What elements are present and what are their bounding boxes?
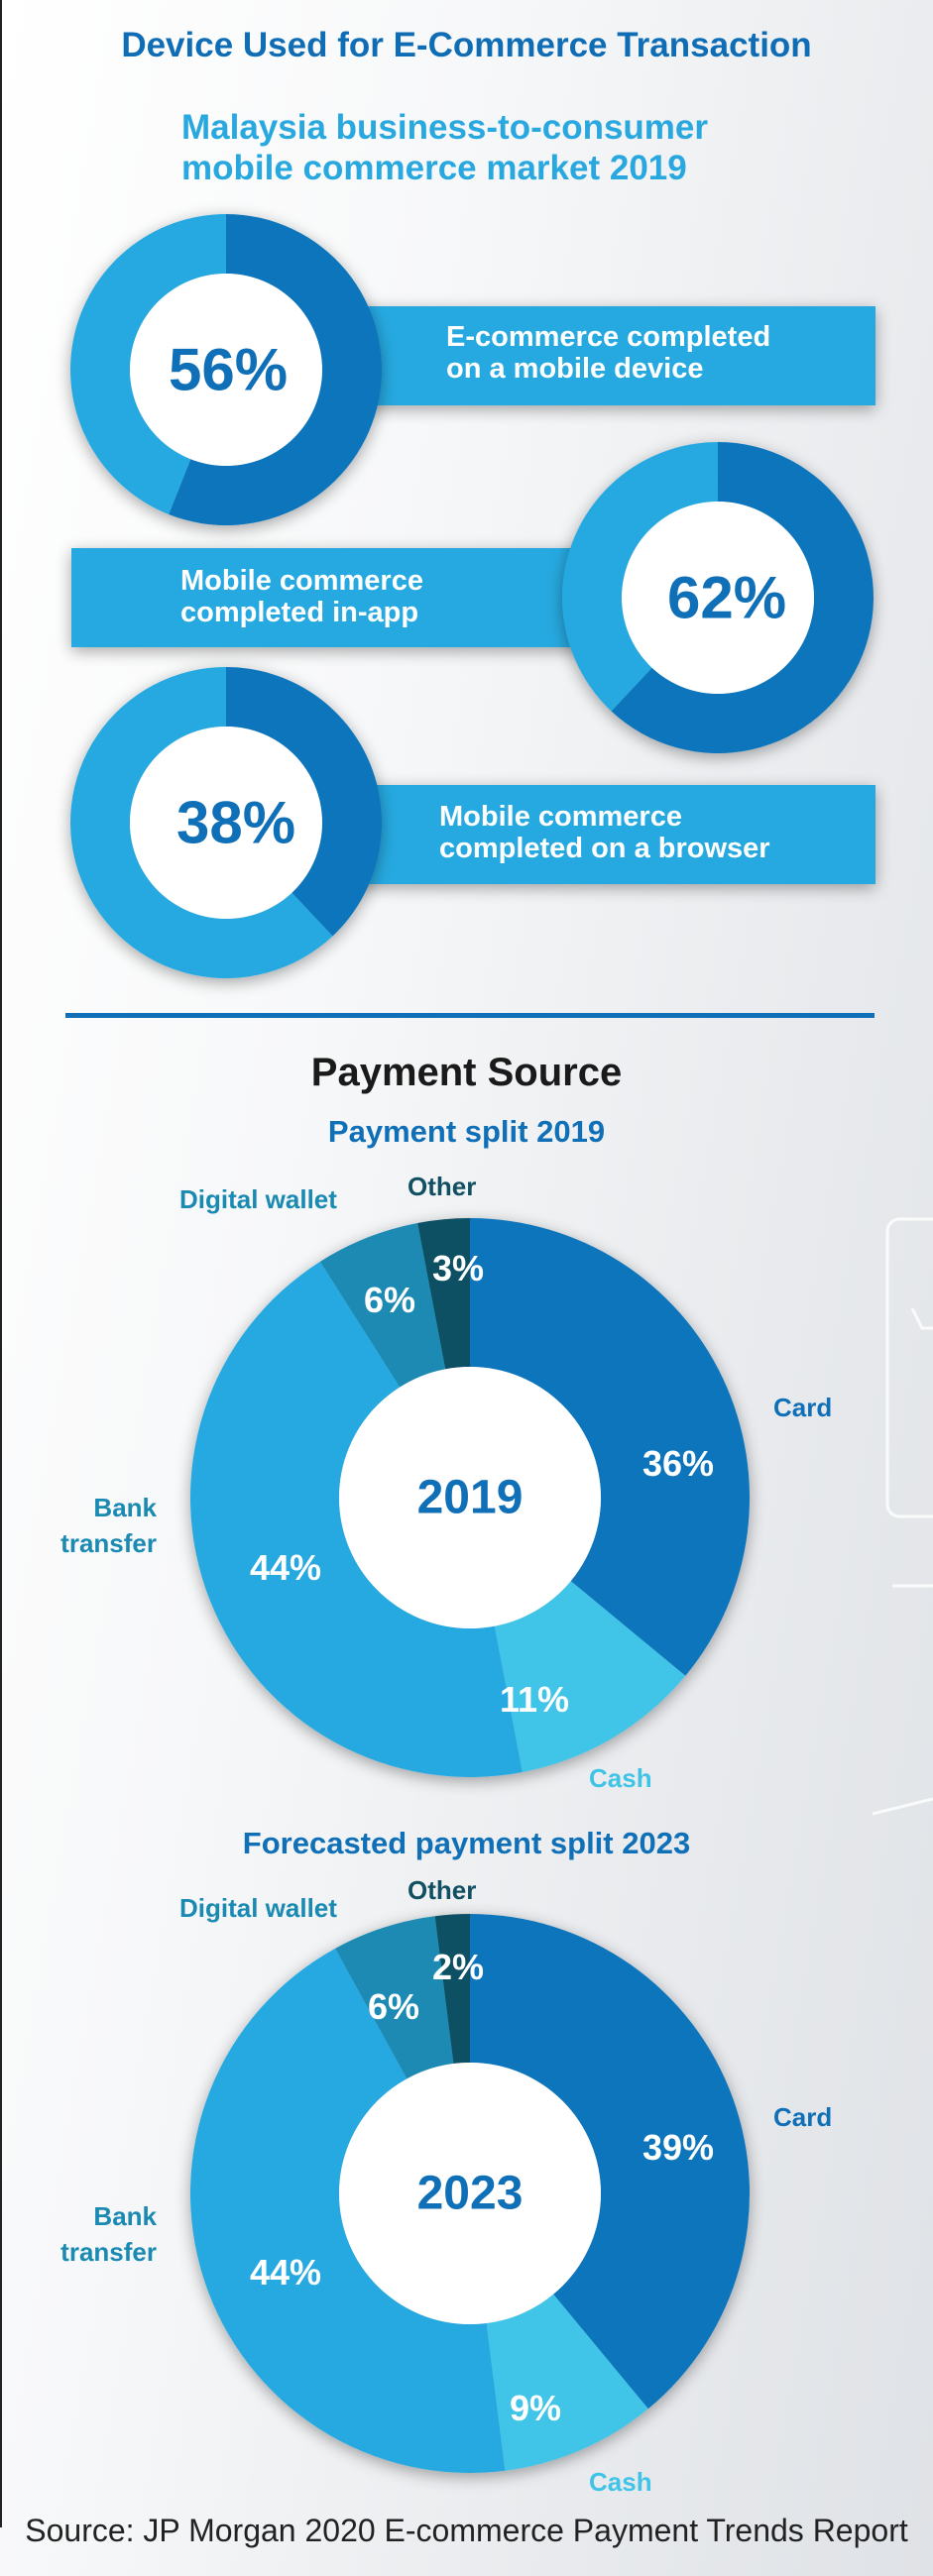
donut-hole bbox=[130, 274, 322, 466]
donut-hole bbox=[622, 502, 814, 694]
stat-label-line: Mobile commerce bbox=[439, 801, 682, 833]
donut-segment-value bbox=[611, 442, 874, 753]
pie-2023-title: Forecasted payment split 2023 bbox=[242, 1826, 691, 1860]
pie-slice-other bbox=[434, 1914, 470, 2065]
slice-label-other: 2% bbox=[431, 1947, 485, 1987]
stat-label-line: completed in-app bbox=[180, 597, 419, 628]
slice-label-card: 39% bbox=[641, 2127, 715, 2168]
slice-label-card: 36% bbox=[641, 1443, 715, 1484]
left-border bbox=[0, 0, 2, 2527]
legend-line: transfer bbox=[60, 1528, 157, 1558]
pie-chart-0 bbox=[189, 1218, 751, 1777]
page-subtitle: Malaysia business-to-consumer mobile com… bbox=[181, 107, 708, 188]
stat-mobile-device-value: 56% bbox=[168, 336, 289, 403]
pie-slice-bank-transfer bbox=[189, 1261, 523, 1777]
slice-label-cash: 11% bbox=[499, 1679, 570, 1720]
pie-2023-center-label: 2023 bbox=[416, 2167, 524, 2220]
slice-label-other: 3% bbox=[431, 1248, 485, 1288]
legend-line: Bank bbox=[93, 1493, 157, 1522]
slice-label-wallet: 6% bbox=[363, 1280, 416, 1320]
stat-in-app-label: Mobile commerce completed in-app bbox=[180, 565, 423, 628]
stat-in-app-value: 62% bbox=[666, 564, 787, 631]
donut-2 bbox=[69, 667, 383, 978]
source-note: Source: JP Morgan 2020 E-commerce Paymen… bbox=[25, 2513, 908, 2548]
legend-card: Card bbox=[773, 1393, 833, 1422]
pie-2019-title: Payment split 2019 bbox=[327, 1114, 606, 1149]
section-divider bbox=[65, 1013, 875, 1018]
pie-hole bbox=[339, 1367, 601, 1628]
pie-chart-1 bbox=[189, 1914, 750, 2473]
donut-segment-value bbox=[169, 214, 382, 525]
stat-browser-value: 38% bbox=[175, 789, 296, 856]
circuit-decoration bbox=[872, 1217, 933, 1816]
donut-segment-rest bbox=[69, 214, 226, 514]
legend-other: Other bbox=[408, 1172, 477, 1201]
pie-slice-cash bbox=[494, 1581, 686, 1773]
legend-bank-transfer: Bank transfer bbox=[40, 1490, 157, 1561]
legend-card: Card bbox=[773, 2102, 833, 2132]
pie-slice-other bbox=[417, 1218, 470, 1370]
slice-label-cash: 9% bbox=[509, 2388, 562, 2428]
legend-digital-wallet: Digital wallet bbox=[179, 1893, 337, 1923]
stat-label-line: Mobile commerce bbox=[180, 565, 423, 597]
pie-slice-bank-transfer bbox=[189, 1948, 506, 2473]
donut-0 bbox=[69, 214, 382, 525]
slice-label-wallet: 6% bbox=[367, 1986, 420, 2027]
stat-mobile-device-label: E-commerce completed on a mobile device bbox=[446, 321, 770, 385]
donut-segment-rest bbox=[561, 442, 718, 712]
stat-label-line: on a mobile device bbox=[446, 353, 704, 385]
pie-slice-card bbox=[470, 1218, 751, 1676]
legend-line: Bank bbox=[93, 2201, 157, 2231]
legend-bank-transfer: Bank transfer bbox=[40, 2198, 157, 2270]
pie-slice-card bbox=[470, 1914, 750, 2409]
legend-cash: Cash bbox=[589, 1763, 652, 1793]
slice-label-bank: 44% bbox=[249, 1547, 322, 1588]
page-title: Device Used for E-Commerce Transaction bbox=[121, 26, 812, 64]
stat-browser-label: Mobile commerce completed on a browser bbox=[439, 801, 770, 864]
legend-line: transfer bbox=[60, 2237, 157, 2267]
pie-slice-cash bbox=[486, 2294, 648, 2471]
subtitle-line-2: mobile commerce market 2019 bbox=[181, 149, 687, 187]
donut-1 bbox=[561, 442, 874, 753]
subtitle-line-1: Malaysia business-to-consumer bbox=[181, 108, 708, 147]
stat-label-line: completed on a browser bbox=[439, 833, 770, 864]
legend-other: Other bbox=[408, 1875, 477, 1905]
stat-label-line: E-commerce completed bbox=[446, 321, 771, 353]
slice-label-bank: 44% bbox=[249, 2252, 322, 2293]
legend-cash: Cash bbox=[589, 2467, 652, 2497]
pie-2019-center-label: 2019 bbox=[416, 1471, 524, 1524]
pie-slice-digital-wallet bbox=[335, 1916, 454, 2079]
payment-source-title: Payment Source bbox=[310, 1051, 623, 1094]
legend-digital-wallet: Digital wallet bbox=[179, 1184, 337, 1214]
pie-hole bbox=[339, 2063, 601, 2324]
donut-segment-value bbox=[226, 667, 383, 937]
donut-hole bbox=[130, 727, 322, 919]
donut-segment-rest bbox=[69, 667, 333, 978]
pie-slice-digital-wallet bbox=[319, 1222, 446, 1388]
